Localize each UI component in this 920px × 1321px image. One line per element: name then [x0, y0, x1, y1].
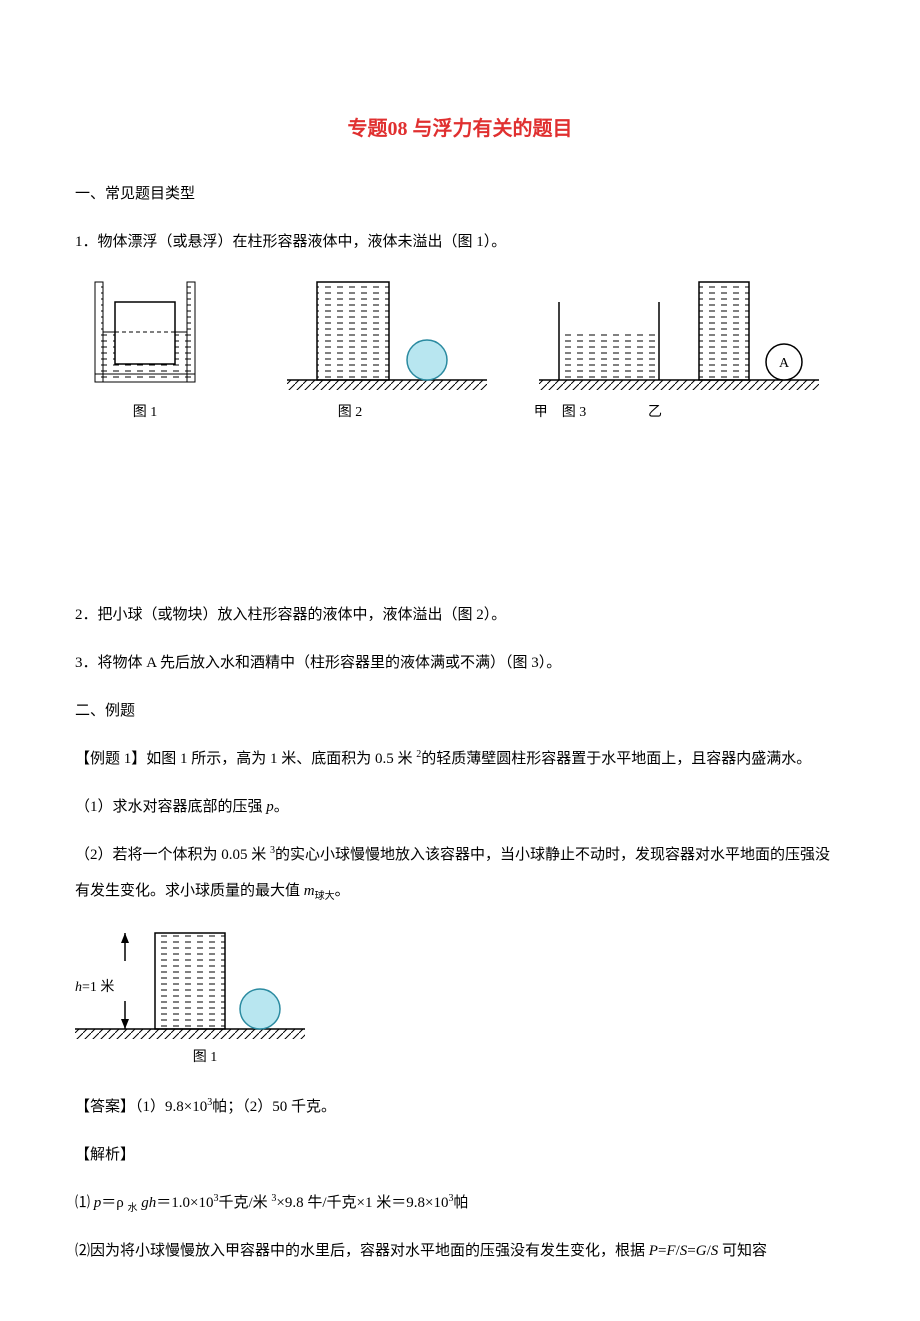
example1-h-var: h: [75, 980, 82, 995]
example1-q1: （1）求水对容器底部的压强 p。: [75, 789, 845, 825]
example1-q1-post: 。: [274, 799, 289, 815]
a2-P: P: [649, 1243, 658, 1259]
page-title: 专题08 与浮力有关的题目: [75, 110, 845, 148]
figure-captions-row: 图 1 图 2 甲 图 3 乙: [75, 400, 845, 427]
a2-F: F: [666, 1243, 675, 1259]
example1-q1-pre: （1）求水对容器底部的压强: [75, 799, 266, 815]
fig1-caption: 图 1: [75, 400, 215, 427]
analysis-heading: 【解析】: [75, 1137, 845, 1173]
a1-end: 帕: [453, 1195, 468, 1211]
a2-eq2: =: [687, 1243, 695, 1259]
example1-stem-post: 的轻质薄壁圆柱形容器置于水平地面上，且容器内盛满水。: [421, 751, 811, 767]
figure-row-1: A: [75, 272, 845, 392]
example1-figure-row: [75, 921, 845, 1041]
a2-post: 可知容: [718, 1243, 767, 1259]
a1-pre: ⑴: [75, 1195, 94, 1211]
example1-q2-post: 。: [335, 883, 350, 899]
a1-sub1: 水: [128, 1203, 138, 1214]
section1-item1: 1．物体漂浮（或悬浮）在柱形容器液体中，液体未溢出（图 1）。: [75, 224, 845, 260]
figure-3-svg: A: [539, 272, 819, 392]
example1-q2-sub: 球大: [315, 891, 335, 902]
a1-eq: ＝ρ: [101, 1195, 127, 1211]
answer-line: 【答案】（1）9.8×103帕；（2）50 千克。: [75, 1089, 845, 1125]
a1-m3: ×9.8 牛/千克×1 米＝9.8×10: [276, 1195, 448, 1211]
example1-q1-var: p: [266, 799, 274, 815]
example1-stem: 【例题 1】如图 1 所示，高为 1 米、底面积为 0.5 米 2的轻质薄壁圆柱…: [75, 741, 845, 777]
example1-q2-var: m: [304, 883, 315, 899]
fig3-caption-right: 乙: [625, 400, 685, 427]
answer-post: 帕；（2）50 千克。: [212, 1099, 336, 1115]
figure-1-svg: [75, 272, 215, 392]
section1-item3: 3．将物体 A 先后放入水和酒精中（柱形容器里的液体满或不满）（图 3）。: [75, 645, 845, 681]
spacer: [75, 437, 845, 597]
section1-heading: 一、常见题目类型: [75, 176, 845, 212]
fig3-caption-left: 甲 图 3: [495, 400, 625, 427]
example1-h-val: =1 米: [82, 980, 114, 995]
figure-2-svg: [287, 272, 487, 392]
a1-m2: 千克/米: [218, 1195, 271, 1211]
section2-heading: 二、例题: [75, 693, 845, 729]
a1-gh: gh: [138, 1195, 157, 1211]
example1-fig-caption: 图 1: [105, 1045, 305, 1072]
fig2-caption: 图 2: [275, 400, 425, 427]
a2-pre: ⑵因为将小球慢慢放入甲容器中的水里后，容器对水平地面的压强没有发生变化，根据: [75, 1243, 649, 1259]
example1-q2: （2）若将一个体积为 0.05 米 3的实心小球慢慢地放入该容器中，当小球静止不…: [75, 837, 845, 909]
a2-G: G: [696, 1243, 707, 1259]
section1-item2: 2．把小球（或物块）放入柱形容器的液体中，液体溢出（图 2）。: [75, 597, 845, 633]
a1-m1: ＝1.0×10: [156, 1195, 213, 1211]
example1-q2-pre: （2）若将一个体积为 0.05 米: [75, 847, 270, 863]
answer-pre: 【答案】（1）9.8×10: [75, 1099, 207, 1115]
label-a-text: A: [779, 356, 790, 371]
analysis-line1: ⑴ p＝ρ 水 gh＝1.0×103千克/米 3×9.8 牛/千克×1 米＝9.…: [75, 1185, 845, 1221]
analysis-line2: ⑵因为将小球慢慢放入甲容器中的水里后，容器对水平地面的压强没有发生变化，根据 P…: [75, 1233, 845, 1269]
example1-stem-pre: 【例题 1】如图 1 所示，高为 1 米、底面积为 0.5 米: [75, 751, 416, 767]
